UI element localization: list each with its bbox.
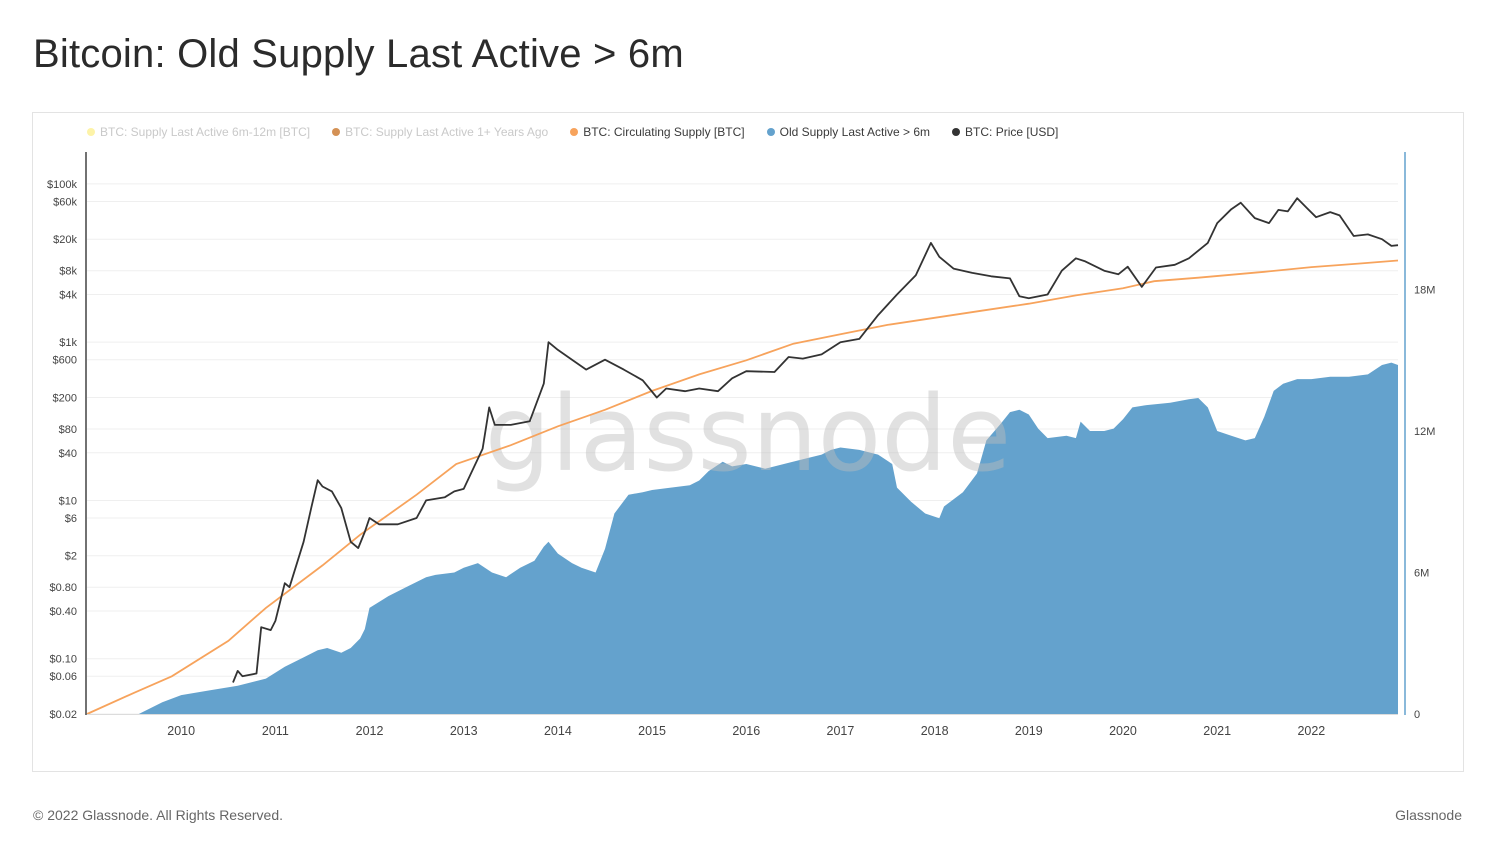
legend-item-circulating-supply[interactable]: BTC: Circulating Supply [BTC]	[570, 125, 745, 139]
left-tick-label: $2	[65, 551, 77, 563]
watermark-text: glassnode	[485, 373, 1012, 495]
left-axis-labels: $100k $60k $20k $8k $4k $1k $600 $200 $80 $40 $10 $…	[47, 179, 77, 721]
x-tick-label: 2016	[732, 724, 760, 738]
x-tick-label: 2013	[450, 724, 478, 738]
x-tick-label: 2019	[1015, 724, 1043, 738]
legend-dot-old-supply	[766, 128, 775, 136]
right-tick-label: 12M	[1414, 426, 1435, 438]
legend-dot-price	[952, 128, 961, 136]
chart-legend: BTC: Supply Last Active 6m-12m [BTC] BTC…	[87, 125, 1058, 139]
left-tick-label: $0.40	[49, 606, 77, 618]
left-tick-label: $6	[65, 513, 77, 525]
left-tick-label: $0.10	[49, 654, 77, 666]
left-tick-label: $80	[59, 424, 77, 436]
x-tick-label: 2017	[827, 724, 855, 738]
legend-item-old-supply[interactable]: Old Supply Last Active > 6m	[766, 125, 931, 139]
right-tick-label: 6M	[1414, 568, 1429, 580]
legend-item-price[interactable]: BTC: Price [USD]	[952, 125, 1058, 139]
left-tick-label: $100k	[47, 179, 77, 191]
left-tick-label: $600	[53, 355, 77, 367]
legend-label-price: BTC: Price [USD]	[965, 125, 1059, 139]
x-axis-labels: 2010 2011 2012 2013 2014 2015 2016 2017 2018 2019…	[167, 724, 1325, 738]
legend-dot-supply-1y	[332, 128, 341, 136]
left-tick-label: $0.06	[49, 671, 77, 683]
legend-dot-supply-6m-12m	[87, 128, 95, 136]
x-tick-label: 2010	[167, 724, 195, 738]
left-tick-label: $0.02	[49, 709, 77, 721]
legend-label-old-supply: Old Supply Last Active > 6m	[779, 125, 931, 139]
left-tick-label: $40	[59, 448, 77, 460]
left-tick-label: $1k	[59, 337, 77, 349]
page-title: Bitcoin: Old Supply Last Active > 6m	[33, 32, 684, 76]
legend-item-supply-1y[interactable]: BTC: Supply Last Active 1+ Years Ago	[332, 125, 548, 139]
left-tick-label: $4k	[59, 290, 77, 302]
x-tick-label: 2022	[1297, 724, 1325, 738]
price-line	[232, 197, 1399, 683]
legend-label-supply-1y: BTC: Supply Last Active 1+ Years Ago	[345, 125, 549, 139]
x-tick-label: 2011	[262, 724, 289, 738]
old-supply-area	[87, 362, 1398, 714]
brand-footer: Glassnode	[1395, 807, 1462, 823]
circulating-supply-line	[86, 259, 1399, 715]
legend-label-circulating-supply: BTC: Circulating Supply [BTC]	[583, 125, 745, 139]
x-tick-label: 2020	[1109, 724, 1137, 738]
x-tick-label: 2012	[356, 724, 384, 738]
x-tick-label: 2014	[544, 724, 572, 738]
copyright-footer: © 2022 Glassnode. All Rights Reserved.	[33, 807, 284, 823]
left-tick-label: $8k	[59, 266, 77, 278]
x-tick-label: 2015	[638, 724, 666, 738]
legend-item-supply-6m-12m[interactable]: BTC: Supply Last Active 6m-12m [BTC]	[87, 125, 310, 139]
left-tick-label: $10	[59, 495, 77, 507]
x-tick-label: 2018	[921, 724, 949, 738]
left-tick-label: $20k	[53, 234, 77, 246]
legend-dot-circulating-supply	[570, 128, 579, 136]
left-tick-label: $200	[53, 392, 77, 404]
x-tick-label: 2021	[1203, 724, 1231, 738]
left-tick-label: $0.80	[49, 582, 77, 594]
right-tick-label: 0	[1414, 709, 1420, 721]
right-tick-label: 18M	[1414, 285, 1435, 297]
right-axis-labels: 0 6M 12M 18M	[1414, 285, 1435, 722]
left-tick-label: $60k	[53, 196, 77, 208]
legend-label-supply-6m-12m: BTC: Supply Last Active 6m-12m [BTC]	[100, 125, 311, 139]
